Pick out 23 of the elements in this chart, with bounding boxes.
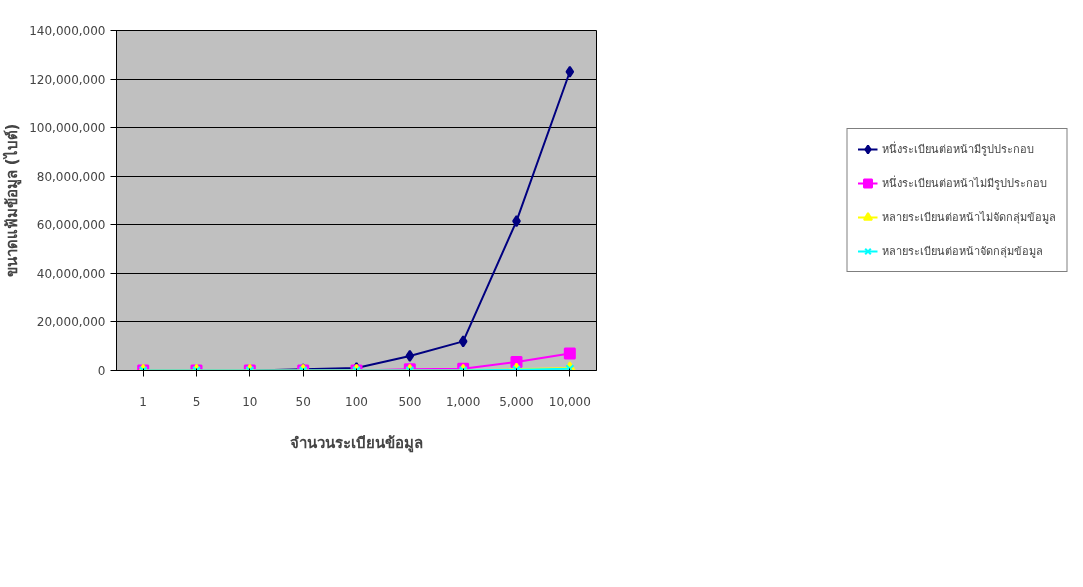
legend-label: หลายระเบียนต่อหน้าไม่จัดกลุ่มข้อมูล [882, 210, 1056, 226]
legend-label: หนึ่งระเบียนต่อหน้ามีรูปประกอบ [882, 140, 1034, 158]
x-tick-label: 10 [242, 394, 258, 409]
y-tick-label: 40,000,000 [36, 266, 106, 281]
x-tick-label: 100 [345, 394, 368, 409]
x-tick-label: 5 [192, 394, 201, 409]
x-axis-title: จำนวนระเบียนข้อมูล [290, 433, 423, 453]
y-tick-label: 140,000,000 [29, 24, 106, 38]
legend-label: หนึ่งระเบียนต่อหน้าไม่มีรูปประกอบ [882, 174, 1047, 192]
y-tick-label: 100,000,000 [29, 121, 106, 136]
y-tick-label: 60,000,000 [36, 218, 106, 233]
x-tick-label: 1 [139, 394, 147, 409]
x-tick-label: 500 [398, 394, 422, 409]
y-tick-label: 120,000,000 [29, 72, 106, 87]
x-tick-label: 10,000 [548, 394, 591, 409]
y-tick-label: 80,000,000 [36, 169, 106, 184]
y-tick-label: 0 [97, 364, 106, 378]
y-axis-title: ขนาดแฟ้มข้อมูล (ไบต์) [2, 123, 23, 278]
x-tick-label: 50 [295, 394, 311, 409]
y-tick-label: 20,000,000 [36, 315, 106, 330]
x-tick-label: 1,000 [445, 394, 481, 409]
legend-label: หลายระเบียนต่อหน้าจัดกลุ่มข้อมูล [882, 244, 1043, 260]
x-tick-label: 5,000 [499, 394, 534, 409]
